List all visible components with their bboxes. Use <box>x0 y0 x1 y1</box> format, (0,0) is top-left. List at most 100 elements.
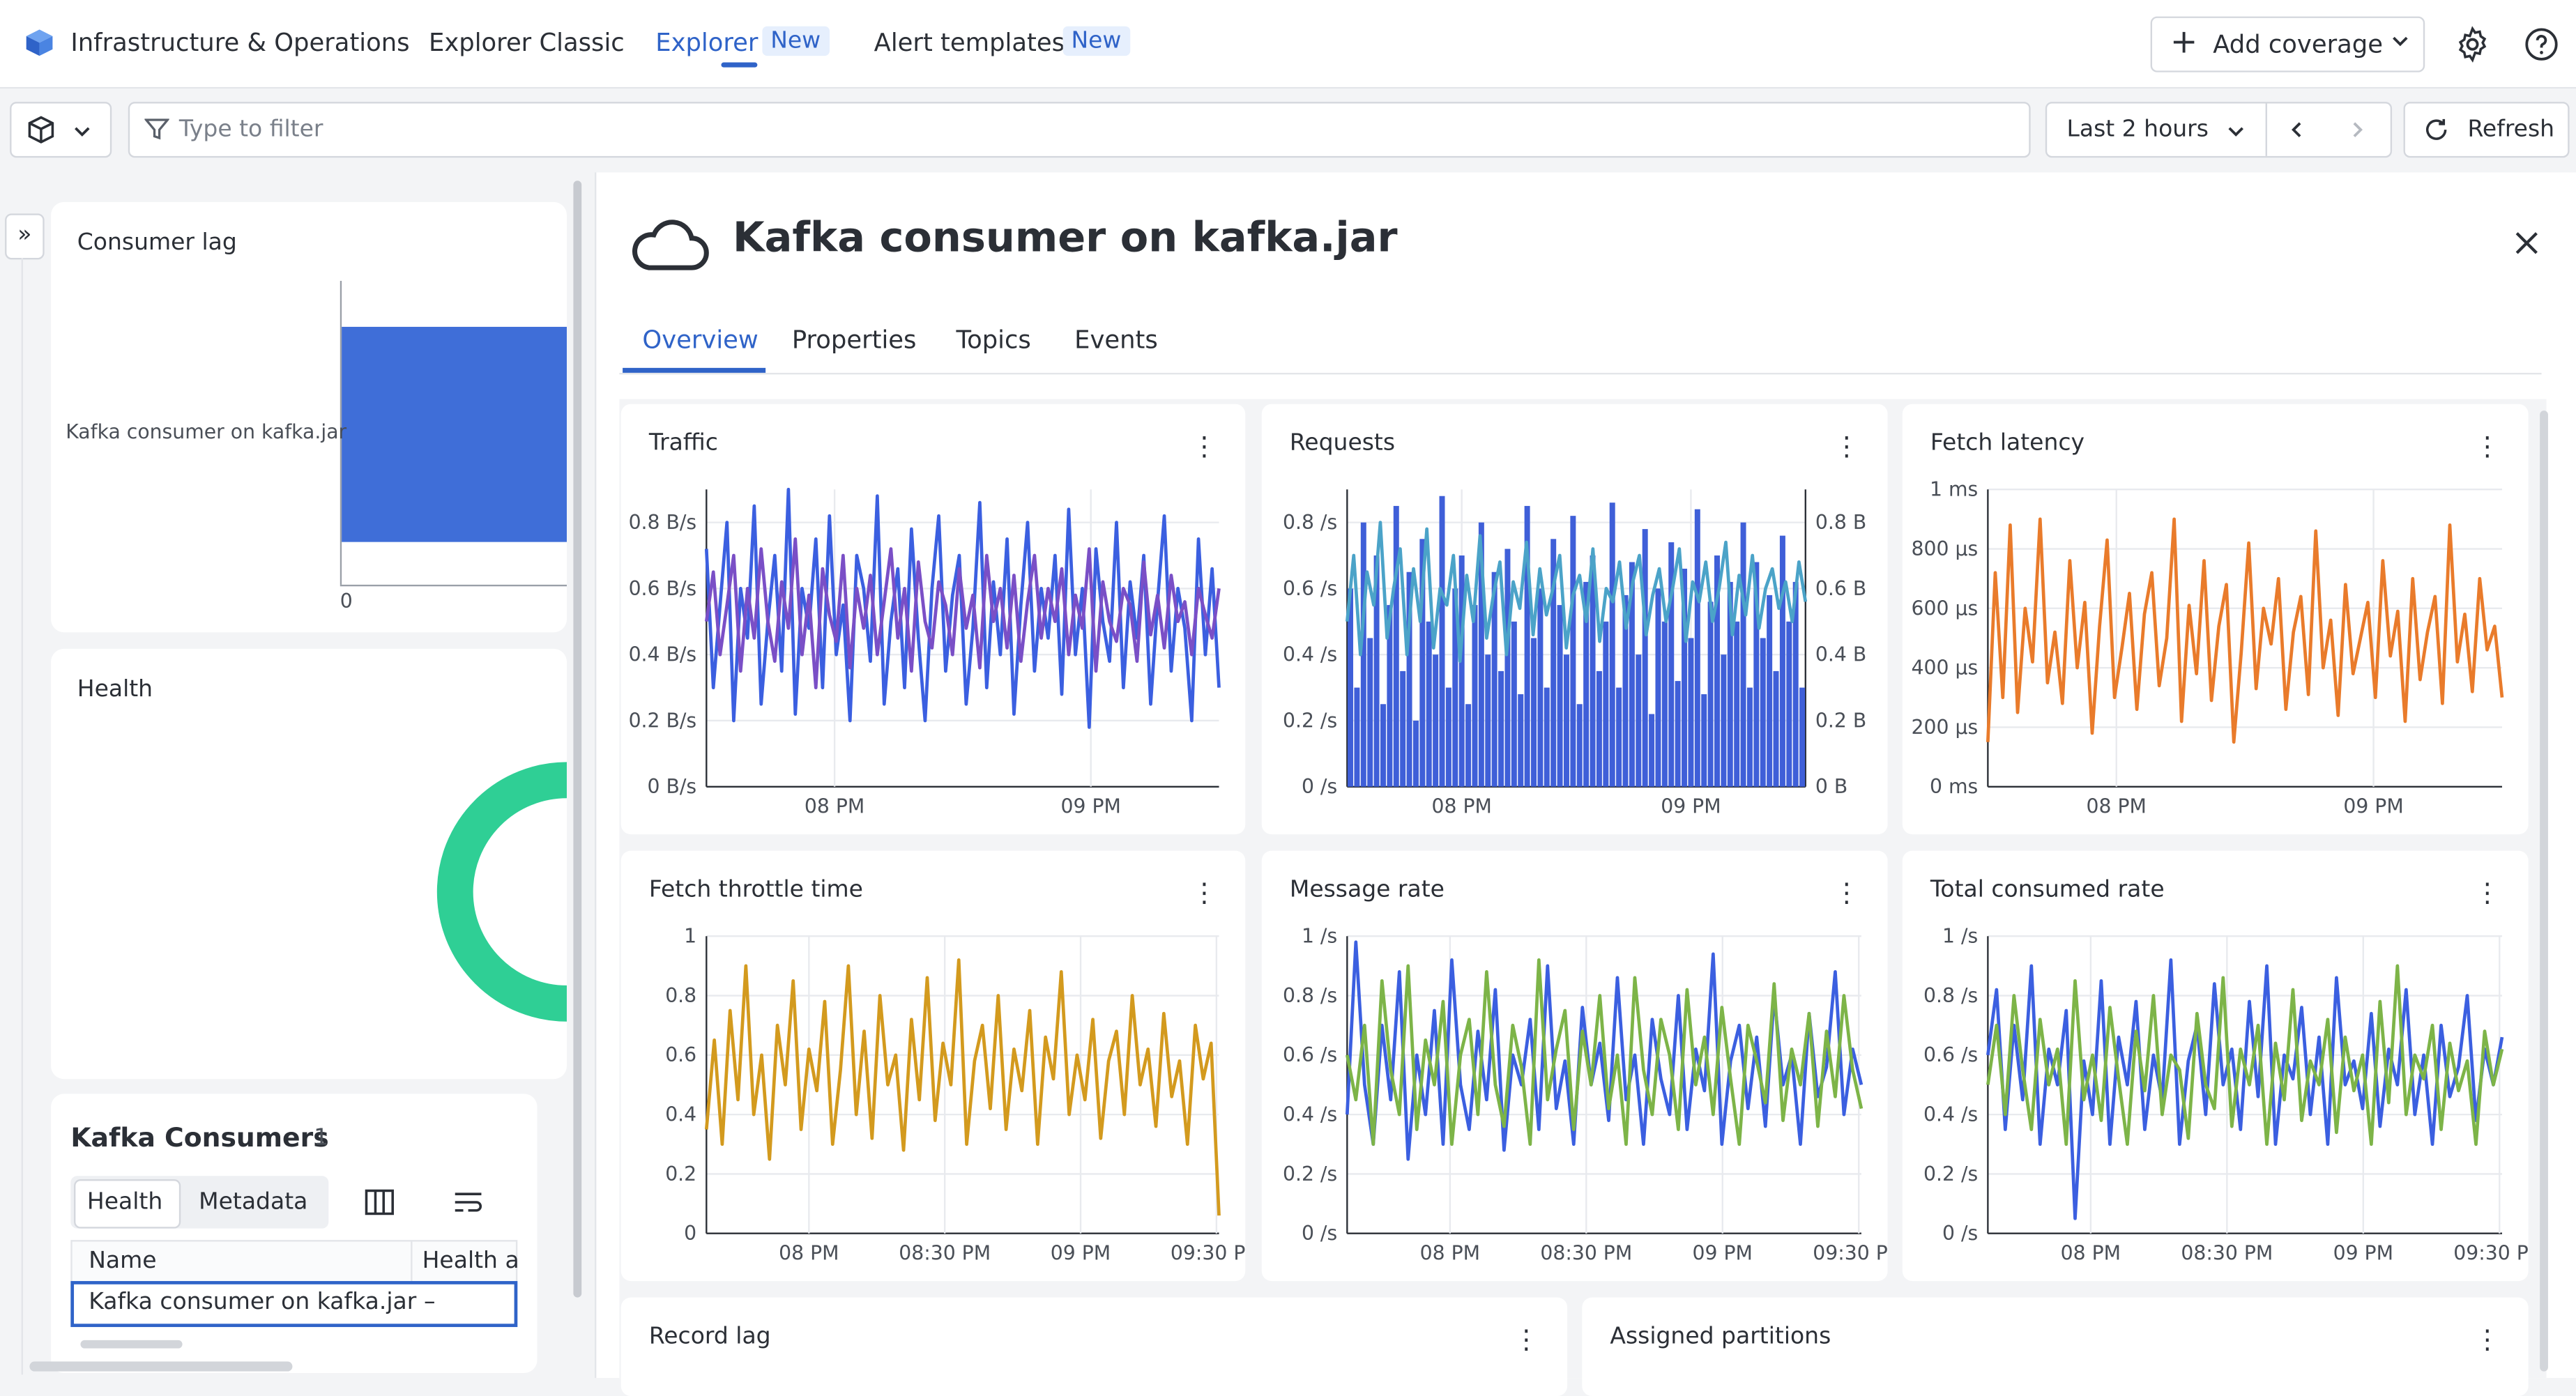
close-icon[interactable] <box>2513 230 2540 256</box>
y2-tick-label: 0.6 B <box>1815 577 1866 600</box>
wrap-text-icon[interactable] <box>453 1189 482 1215</box>
more-options-icon[interactable]: ⋮ <box>2474 1324 2501 1356</box>
chart-bar <box>1373 555 1380 787</box>
y-tick-label: 0.6 /s <box>1923 1043 1978 1066</box>
more-options-icon[interactable]: ⋮ <box>1513 1324 1540 1356</box>
nav-explorer[interactable]: Explorer <box>655 28 759 58</box>
cloud-icon <box>632 220 709 270</box>
columns-icon[interactable] <box>365 1189 394 1215</box>
chart-bar <box>1465 704 1472 787</box>
column-header-name[interactable]: Name <box>89 1248 157 1275</box>
y2-tick-label: 0.8 B <box>1815 511 1866 534</box>
x-tick-label: 0 <box>340 589 353 613</box>
more-options-icon[interactable]: ⋮ <box>1191 877 1218 909</box>
left-panel-scrollbar[interactable] <box>573 181 582 1298</box>
fetch-throttle-chart[interactable]: 0 0.2 0.4 0.6 0.8 1 08 PM 08:30 PM 09 PM 09:30 PM <box>621 851 1245 1281</box>
health-donut[interactable] <box>429 760 567 1023</box>
tab-metadata[interactable]: Metadata <box>199 1189 308 1215</box>
tab-health[interactable] <box>74 1179 181 1229</box>
chevron-down-icon <box>75 127 90 137</box>
expand-sidebar-button[interactable]: » <box>5 213 45 260</box>
chevron-left-icon[interactable] <box>2287 120 2306 139</box>
help-icon[interactable] <box>2522 24 2561 64</box>
more-options-icon[interactable]: ⋮ <box>531 1183 537 1214</box>
x-tick-label: 09 PM <box>1051 1241 1111 1264</box>
more-options-icon[interactable]: ⋮ <box>2474 430 2501 462</box>
chart-bar <box>1491 572 1497 787</box>
card-title: Health <box>77 676 153 703</box>
section-title: Kafka Consumers <box>70 1121 329 1153</box>
message-rate-chart[interactable]: 0 /s 0.2 /s 0.4 /s 0.6 /s 0.8 /s 1 /s 08 PM 08:… <box>1262 851 1888 1281</box>
series-line <box>1986 517 2504 744</box>
tile-title: Traffic <box>648 430 718 457</box>
tab-overview[interactable]: Overview <box>642 325 759 355</box>
y-tick-label: 0 /s <box>1302 1222 1337 1245</box>
y-tick-label: 800 µs <box>1912 537 1979 560</box>
cell-health: – <box>423 1289 436 1316</box>
more-options-icon[interactable]: ⋮ <box>2474 877 2501 909</box>
entity-type-selector[interactable] <box>10 102 112 158</box>
chevron-down-icon <box>2228 127 2243 137</box>
y-tick-label: 0.2 B/s <box>629 709 697 732</box>
horizontal-scrollbar[interactable] <box>80 1340 183 1349</box>
chart-bar <box>1570 516 1576 787</box>
refresh-button[interactable]: Refresh <box>2403 102 2570 158</box>
detail-scrollbar[interactable] <box>2540 411 2548 1372</box>
nav-explorer-classic[interactable]: Explorer Classic <box>429 28 625 58</box>
chart-bar <box>1380 704 1386 787</box>
left-panel: » Consumer lag Kafka consumer on kafka.j… <box>0 172 597 1379</box>
consumer-lag-bar[interactable] <box>342 326 567 542</box>
chart-bar <box>1767 595 1773 787</box>
x-tick-label: 08 PM <box>805 795 864 818</box>
requests-chart[interactable]: 0 /s 0.2 /s 0.4 /s 0.6 /s 0.8 /s 0 B 0.2 B 0.4 … <box>1262 404 1888 834</box>
chart-bar <box>1721 654 1727 787</box>
tab-properties[interactable]: Properties <box>791 325 917 355</box>
refresh-icon <box>2425 118 2447 140</box>
app-title[interactable]: Infrastructure & Operations <box>70 28 410 58</box>
chart-bar <box>1439 496 1445 787</box>
y-tick-label: 0.6 /s <box>1283 1043 1337 1066</box>
y-tick-label: 0.4 /s <box>1923 1103 1978 1126</box>
new-badge: New <box>762 26 829 56</box>
chevron-right-icon[interactable] <box>2347 120 2367 139</box>
more-options-icon[interactable]: ⋮ <box>1833 877 1860 909</box>
x-tick-label: 09 PM <box>1661 795 1721 818</box>
x-tick-label: 08:30 PM <box>2181 1241 2273 1264</box>
x-tick-label: 09 PM <box>2343 795 2403 818</box>
divider <box>2265 103 2267 156</box>
more-options-icon[interactable]: ⋮ <box>1191 430 1218 462</box>
total-consumed-chart[interactable]: 0 /s 0.2 /s 0.4 /s 0.6 /s 0.8 /s 1 /s 08 PM 08:… <box>1903 851 2529 1281</box>
traffic-chart[interactable]: 0 B/s 0.2 B/s 0.4 B/s 0.6 B/s 0.8 B/s 08 PM 09… <box>621 404 1245 834</box>
horizontal-scrollbar[interactable] <box>29 1361 293 1372</box>
timeframe-selector[interactable]: Last 2 hours <box>2045 102 2393 158</box>
column-header-health[interactable]: Health a <box>422 1248 519 1275</box>
chart-bar <box>1518 694 1524 787</box>
chart-bar <box>1524 505 1530 787</box>
bar-label: Kafka consumer on kafka.jar <box>66 420 347 444</box>
table-row[interactable]: Kafka consumer on kafka.jar – <box>70 1281 518 1328</box>
nav-alert-templates[interactable]: Alert templates <box>874 28 1065 58</box>
chart-bar <box>1498 670 1504 787</box>
y-axis-line <box>340 280 342 585</box>
chart-bar <box>1452 588 1458 787</box>
chart-bar <box>1773 670 1779 787</box>
cell-name[interactable]: Kafka consumer on kafka.jar <box>89 1289 417 1316</box>
y-tick-label: 0 ms <box>1930 775 1978 798</box>
gear-icon[interactable] <box>2453 24 2492 64</box>
y-tick-label: 0.8 /s <box>1923 984 1978 1007</box>
timeframe-label: Last 2 hours <box>2066 116 2209 144</box>
chart-bar <box>1655 588 1661 787</box>
chart-bar <box>1426 621 1432 787</box>
tile-title: Assigned partitions <box>1610 1324 1831 1351</box>
tab-events[interactable]: Events <box>1074 325 1158 355</box>
more-options-icon[interactable]: ⋮ <box>1833 430 1860 462</box>
add-coverage-button[interactable]: + Add coverage <box>2150 16 2425 72</box>
fetch-latency-chart[interactable]: 0 ms 200 µs 400 µs 600 µs 800 µs 1 ms 08 PM 09 … <box>1903 404 2529 834</box>
chart-bar <box>1387 605 1393 787</box>
chart-bar <box>1792 581 1799 787</box>
y-tick-label: 0 /s <box>1302 775 1337 798</box>
tile-title: Fetch throttle time <box>648 877 864 904</box>
tab-topics[interactable]: Topics <box>956 325 1031 355</box>
view-toggle: Health Metadata <box>70 1176 329 1229</box>
filter-input[interactable]: Type to filter <box>128 102 2031 158</box>
